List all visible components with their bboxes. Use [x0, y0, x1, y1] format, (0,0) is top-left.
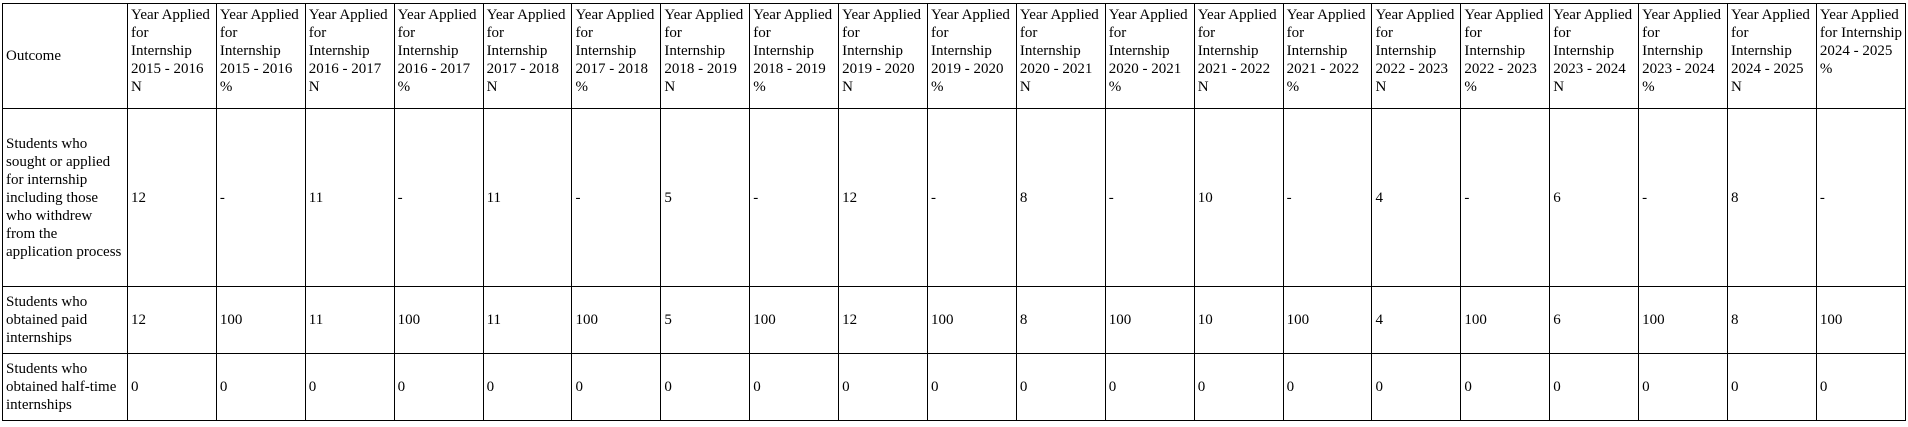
cell: - — [1815, 108, 1907, 287]
cell: 4 — [1371, 108, 1462, 287]
cell: 12 — [838, 286, 929, 354]
cell: - — [571, 108, 662, 287]
cell: 0 — [1460, 353, 1551, 421]
cell: - — [1460, 108, 1551, 287]
cell: 8 — [1727, 108, 1817, 287]
cell: 0 — [1193, 353, 1284, 421]
cell: 6 — [1549, 108, 1640, 287]
header-cell: Year Applied for Internship 2021 - 2022 … — [1282, 3, 1373, 109]
header-cell: Year Applied for Internship 2015 - 2016 … — [127, 3, 217, 109]
header-cell: Year Applied for Internship 2023 - 2024 … — [1549, 3, 1640, 109]
cell: 11 — [482, 108, 573, 287]
cell: 100 — [1104, 286, 1195, 354]
header-cell: Year Applied for Internship 2023 - 2024 … — [1638, 3, 1729, 109]
row-label: Students who obtained half-time internsh… — [2, 353, 128, 421]
cell: 0 — [1015, 353, 1106, 421]
header-cell: Year Applied for Internship 2019 - 2020 … — [838, 3, 929, 109]
cell: 5 — [660, 108, 751, 287]
cell: 0 — [571, 353, 662, 421]
page: Outcome Year Applied for Internship 2015 … — [0, 3, 1908, 427]
header-cell: Year Applied for Internship 2024 - 2025 … — [1815, 3, 1907, 109]
cell: 8 — [1727, 286, 1817, 354]
header-cell: Year Applied for Internship 2022 - 2023 … — [1371, 3, 1462, 109]
header-cell: Year Applied for Internship 2016 - 2017 … — [304, 3, 395, 109]
header-cell: Year Applied for Internship 2018 - 2019 … — [660, 3, 751, 109]
header-cell: Year Applied for Internship 2021 - 2022 … — [1193, 3, 1284, 109]
cell: - — [1638, 108, 1729, 287]
cell: 0 — [1282, 353, 1373, 421]
cell: 4 — [1371, 286, 1462, 354]
cell: 0 — [1638, 353, 1729, 421]
header-cell: Year Applied for Internship 2022 - 2023 … — [1460, 3, 1551, 109]
header-cell-outcome: Outcome — [2, 3, 128, 109]
cell: - — [1104, 108, 1195, 287]
header-cell: Year Applied for Internship 2016 - 2017 … — [393, 3, 484, 109]
cell: 0 — [749, 353, 840, 421]
outcome-table: Outcome Year Applied for Internship 2015 … — [2, 3, 1907, 421]
header-cell: Year Applied for Internship 2024 - 2025 … — [1727, 3, 1817, 109]
cell: 0 — [127, 353, 217, 421]
cell: - — [927, 108, 1017, 287]
cell: 0 — [393, 353, 484, 421]
cell: 12 — [127, 286, 217, 354]
cell: 12 — [127, 108, 217, 287]
cell: 100 — [1282, 286, 1373, 354]
cell: 0 — [1371, 353, 1462, 421]
cell: 5 — [660, 286, 751, 354]
cell: 100 — [1638, 286, 1729, 354]
cell: 0 — [1549, 353, 1640, 421]
cell: 0 — [1104, 353, 1195, 421]
cell: - — [749, 108, 840, 287]
cell: 10 — [1193, 108, 1284, 287]
cell: 8 — [1015, 108, 1106, 287]
cell: 0 — [838, 353, 929, 421]
cell: 0 — [660, 353, 751, 421]
cell: 12 — [838, 108, 929, 287]
cell: - — [215, 108, 306, 287]
header-cell: Year Applied for Internship 2020 - 2021 … — [1104, 3, 1195, 109]
cell: 0 — [927, 353, 1017, 421]
cell: 100 — [215, 286, 306, 354]
cell: 0 — [482, 353, 573, 421]
cell: 100 — [1460, 286, 1551, 354]
row-label: Students who sought or applied for inter… — [2, 108, 128, 287]
data-row: Students who obtained paid internships 12… — [2, 286, 1907, 354]
cell: 100 — [927, 286, 1017, 354]
cell: 0 — [1815, 353, 1907, 421]
cell: 11 — [304, 108, 395, 287]
cell: 0 — [1727, 353, 1817, 421]
header-cell: Year Applied for Internship 2020 - 2021 … — [1015, 3, 1106, 109]
cell: 0 — [215, 353, 306, 421]
data-row: Students who sought or applied for inter… — [2, 108, 1907, 287]
header-cell: Year Applied for Internship 2019 - 2020 … — [927, 3, 1017, 109]
cell: 100 — [571, 286, 662, 354]
cell: 6 — [1549, 286, 1640, 354]
cell: 11 — [482, 286, 573, 354]
data-row: Students who obtained half-time internsh… — [2, 353, 1907, 421]
header-cell: Year Applied for Internship 2017 - 2018 … — [571, 3, 662, 109]
cell: - — [1282, 108, 1373, 287]
cell: 100 — [393, 286, 484, 354]
cell: 100 — [1815, 286, 1907, 354]
row-label: Students who obtained paid internships — [2, 286, 128, 354]
header-cell: Year Applied for Internship 2018 - 2019 … — [749, 3, 840, 109]
header-cell: Year Applied for Internship 2017 - 2018 … — [482, 3, 573, 109]
cell: 8 — [1015, 286, 1106, 354]
cell: - — [393, 108, 484, 287]
cell: 10 — [1193, 286, 1284, 354]
cell: 0 — [304, 353, 395, 421]
cell: 11 — [304, 286, 395, 354]
header-cell: Year Applied for Internship 2015 - 2016 … — [215, 3, 306, 109]
cell: 100 — [749, 286, 840, 354]
header-row: Outcome Year Applied for Internship 2015 … — [2, 3, 1907, 109]
